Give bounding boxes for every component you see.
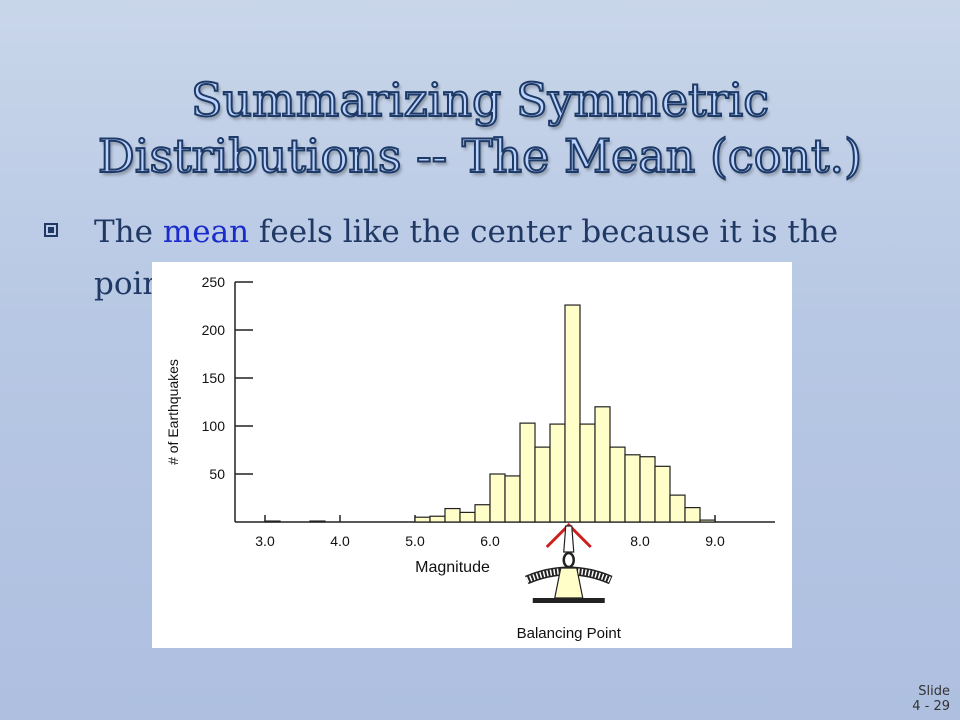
histogram-bar xyxy=(414,516,431,523)
histogram-bar xyxy=(579,423,596,523)
y-tick-label: 200 xyxy=(202,322,226,338)
histogram-bar xyxy=(429,515,446,523)
x-tick-label: 9.0 xyxy=(705,533,725,549)
slide-title: Summarizing Symmetric Distributions -- T… xyxy=(60,72,900,184)
bullet-text-part1: The xyxy=(94,214,163,250)
scale-needle-icon xyxy=(563,525,575,553)
histogram-bar xyxy=(684,507,701,523)
histogram-bar xyxy=(639,456,656,523)
histogram-bar xyxy=(624,454,641,523)
slide-label: Slide xyxy=(918,684,950,699)
x-tick-label: 4.0 xyxy=(330,533,350,549)
histogram-bar xyxy=(549,423,566,523)
histogram-bar xyxy=(444,507,461,523)
histogram-bar xyxy=(564,304,581,523)
histogram-bar xyxy=(699,519,716,523)
x-tick-label: 6.0 xyxy=(480,533,500,549)
balance-point-marker xyxy=(545,522,592,549)
slide-number-value: 4 - 29 xyxy=(912,699,950,714)
histogram-bar xyxy=(489,473,506,523)
y-tick-label: 150 xyxy=(202,370,226,386)
histogram-figure: 50 100 150 200 250 3.0 4.0 5.0 6.0 8.0 9.0 # of Ear… xyxy=(152,262,792,648)
histogram-bar xyxy=(669,494,686,523)
x-tick-label: 5.0 xyxy=(405,533,425,549)
title-line-1: Summarizing Symmetric xyxy=(190,72,770,128)
bullet-square-icon xyxy=(44,223,58,237)
histogram-bar xyxy=(534,446,551,523)
x-axis-label: Magnitude xyxy=(415,559,490,576)
histogram-bar xyxy=(264,520,281,523)
bullet-keyword-mean: mean xyxy=(162,214,250,250)
histogram-bar xyxy=(519,422,536,523)
y-axis-label: # of Earthquakes xyxy=(165,359,181,465)
slide-number: Slide 4 - 29 xyxy=(890,684,950,714)
histogram-bar xyxy=(504,475,521,523)
x-tick-label: 3.0 xyxy=(255,533,275,549)
balancing-point-label: Balancing Point xyxy=(517,625,622,642)
histogram-bar xyxy=(474,504,491,523)
earthquake-histogram: 50 100 150 200 250 3.0 4.0 5.0 6.0 8.0 9.0 # of Ear… xyxy=(165,274,775,642)
title-line-2: Distributions -- The Mean (cont.) xyxy=(97,128,863,184)
y-tick-label: 50 xyxy=(209,466,225,482)
histogram-bar xyxy=(459,511,476,523)
y-tick-label: 100 xyxy=(202,418,226,434)
x-tick-label: 8.0 xyxy=(630,533,650,549)
y-tick-label: 250 xyxy=(202,274,226,290)
histogram-bar xyxy=(594,406,611,523)
scale-pivot-icon xyxy=(562,551,575,569)
scale-base-icon xyxy=(532,598,605,603)
histogram-bar xyxy=(309,520,326,523)
histogram-bar xyxy=(609,446,626,523)
histogram-bar xyxy=(654,465,671,523)
